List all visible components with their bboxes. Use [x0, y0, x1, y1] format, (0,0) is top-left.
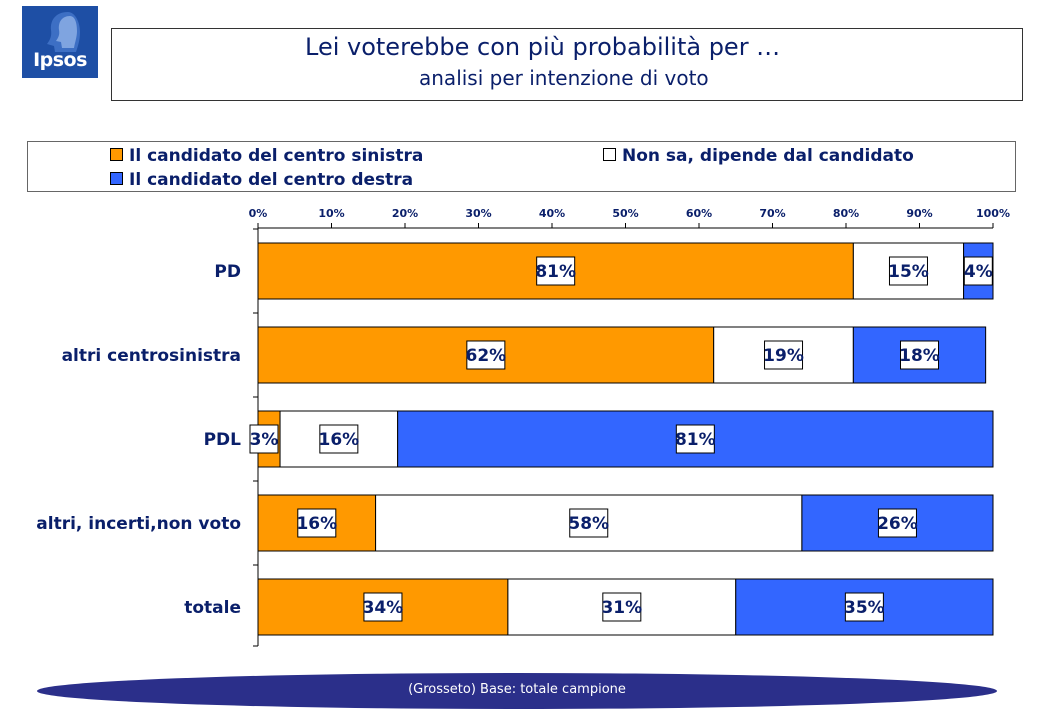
data-label-box: [602, 592, 642, 622]
ipsos-logo: Ipsos: [22, 6, 98, 78]
data-label-box: [363, 592, 403, 622]
data-label: 18%: [899, 346, 940, 366]
legend-item-centro-sinistra: Il candidato del centro sinistra: [110, 146, 423, 166]
x-tick-label: 90%: [906, 207, 932, 220]
x-tick-label: 10%: [318, 207, 344, 220]
x-tick-label: 40%: [539, 207, 565, 220]
data-label: 16%: [318, 430, 359, 450]
category-label: totale: [184, 598, 241, 618]
category-label: altri centrosinistra: [62, 346, 241, 366]
x-tick-label: 80%: [833, 207, 859, 220]
profile-head-icon: [47, 12, 80, 52]
x-tick-label: 70%: [759, 207, 785, 220]
category-label: PD: [214, 262, 241, 282]
legend-swatch-blue: [110, 172, 123, 185]
data-label-box: [844, 592, 884, 622]
category-label: PDL: [204, 430, 242, 450]
data-label-box: [319, 424, 359, 454]
data-label: 26%: [877, 514, 918, 534]
data-label: 4%: [964, 262, 993, 282]
title-box: Lei voterebbe con più probabilità per … …: [111, 28, 1023, 101]
data-label-box: [877, 508, 917, 538]
data-label: 62%: [465, 346, 506, 366]
data-label: 31%: [601, 598, 642, 618]
data-label: 15%: [888, 262, 929, 282]
data-label: 16%: [296, 514, 337, 534]
legend-item-centro-destra: Il candidato del centro destra: [110, 170, 413, 190]
data-label: 58%: [568, 514, 609, 534]
x-tick-label: 30%: [465, 207, 491, 220]
x-tick-label: 60%: [686, 207, 712, 220]
data-label-box: [963, 256, 993, 286]
data-label-box: [536, 256, 576, 286]
footer-note: (Grosseto) Base: totale campione: [408, 682, 626, 697]
page-subtitle: analisi per intenzione di voto: [419, 66, 709, 90]
stacked-bar-chart: 0% 10% 20% 30% 40% 50% 60% 70% 80% 90% 100% PD 81% 15…: [36, 207, 1010, 647]
legend-swatch-orange: [110, 148, 123, 161]
legend-label: Non sa, dipende dal candidato: [622, 146, 914, 166]
legend-item-non-sa: Non sa, dipende dal candidato: [603, 146, 914, 166]
data-label-box: [569, 508, 609, 538]
page-title: Lei voterebbe con più probabilità per …: [305, 33, 781, 61]
x-tick-label: 20%: [392, 207, 418, 220]
data-label: 3%: [250, 430, 279, 450]
data-label-box: [764, 340, 804, 370]
data-label-box: [297, 508, 337, 538]
chart-legend: Il candidato del centro sinistra Non sa,…: [27, 141, 1016, 192]
x-tick-label: 0%: [249, 207, 268, 220]
data-label-box: [888, 256, 928, 286]
legend-swatch-white: [603, 148, 616, 161]
data-label: 19%: [763, 346, 804, 366]
footer-band: [37, 673, 997, 709]
x-tick-label: 100%: [976, 207, 1010, 220]
data-label: 34%: [363, 598, 404, 618]
data-label-box: [249, 424, 279, 454]
data-label-box: [900, 340, 939, 370]
logo-text: Ipsos: [33, 49, 87, 71]
x-tick-label: 50%: [612, 207, 638, 220]
data-label: 81%: [675, 430, 716, 450]
data-label-box: [675, 424, 715, 454]
data-label-box: [466, 340, 506, 370]
legend-label: Il candidato del centro sinistra: [129, 146, 424, 166]
category-label: altri, incerti,non voto: [36, 514, 241, 534]
data-label: 81%: [535, 262, 576, 282]
data-label: 35%: [844, 598, 885, 618]
legend-label: Il candidato del centro destra: [129, 170, 414, 190]
